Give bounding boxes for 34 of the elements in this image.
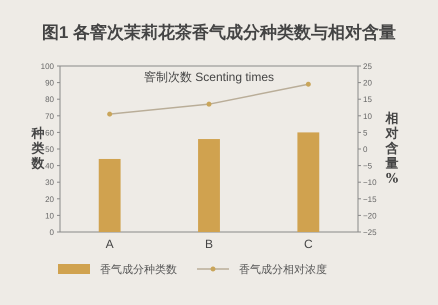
x-tick-label: A	[106, 237, 114, 251]
y2-axis-title: 相对含量%	[384, 112, 399, 186]
bar	[98, 158, 121, 232]
y-tick-label: 50	[45, 145, 55, 154]
y-tick-label: 70	[45, 112, 55, 121]
y-tick-label: 90	[45, 78, 55, 88]
y-tick-label: 20	[45, 194, 55, 204]
y-tick-label: 60	[45, 128, 55, 138]
y-tick-label: 100	[40, 62, 55, 71]
bar	[198, 139, 220, 232]
legend-label: 香气成分种类数	[100, 263, 177, 276]
bar	[297, 132, 320, 232]
x-tick-label: C	[304, 237, 313, 251]
y2-tick-label: −15	[363, 194, 378, 204]
y2-tick-label: −10	[363, 178, 378, 188]
x-axis-title: 窨制次数 Scenting times	[144, 70, 274, 84]
y2-tick-label: 20	[363, 78, 372, 88]
legend-label: 香气成分相对浓度	[239, 263, 327, 276]
y2-tick-label: 25	[363, 62, 372, 71]
y2-tick-label: 5	[363, 128, 368, 138]
y-tick-label: 10	[45, 211, 55, 220]
y2-tick-label: 0	[363, 145, 368, 154]
y2-tick-label: −5	[363, 162, 373, 171]
y-axis-title: 种类数	[30, 126, 46, 172]
y2-tick-label: 15	[363, 95, 372, 104]
y2-tick-label: 10	[363, 112, 372, 121]
chart-title: 图1 各窨次茉莉花茶香气成分种类数与相对含量	[42, 23, 396, 42]
y2-tick-label: −25	[363, 228, 378, 237]
y-tick-label: 0	[50, 228, 55, 237]
y-tick-label: 30	[45, 178, 55, 188]
y-tick-label: 40	[45, 162, 55, 171]
x-tick-label: B	[204, 237, 214, 251]
y2-tick-label: −20	[363, 211, 378, 220]
y-tick-label: 80	[45, 95, 55, 104]
